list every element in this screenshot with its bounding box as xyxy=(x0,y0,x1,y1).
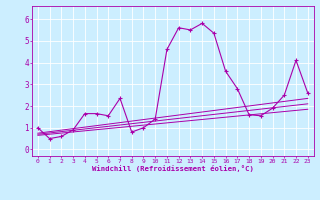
X-axis label: Windchill (Refroidissement éolien,°C): Windchill (Refroidissement éolien,°C) xyxy=(92,165,254,172)
